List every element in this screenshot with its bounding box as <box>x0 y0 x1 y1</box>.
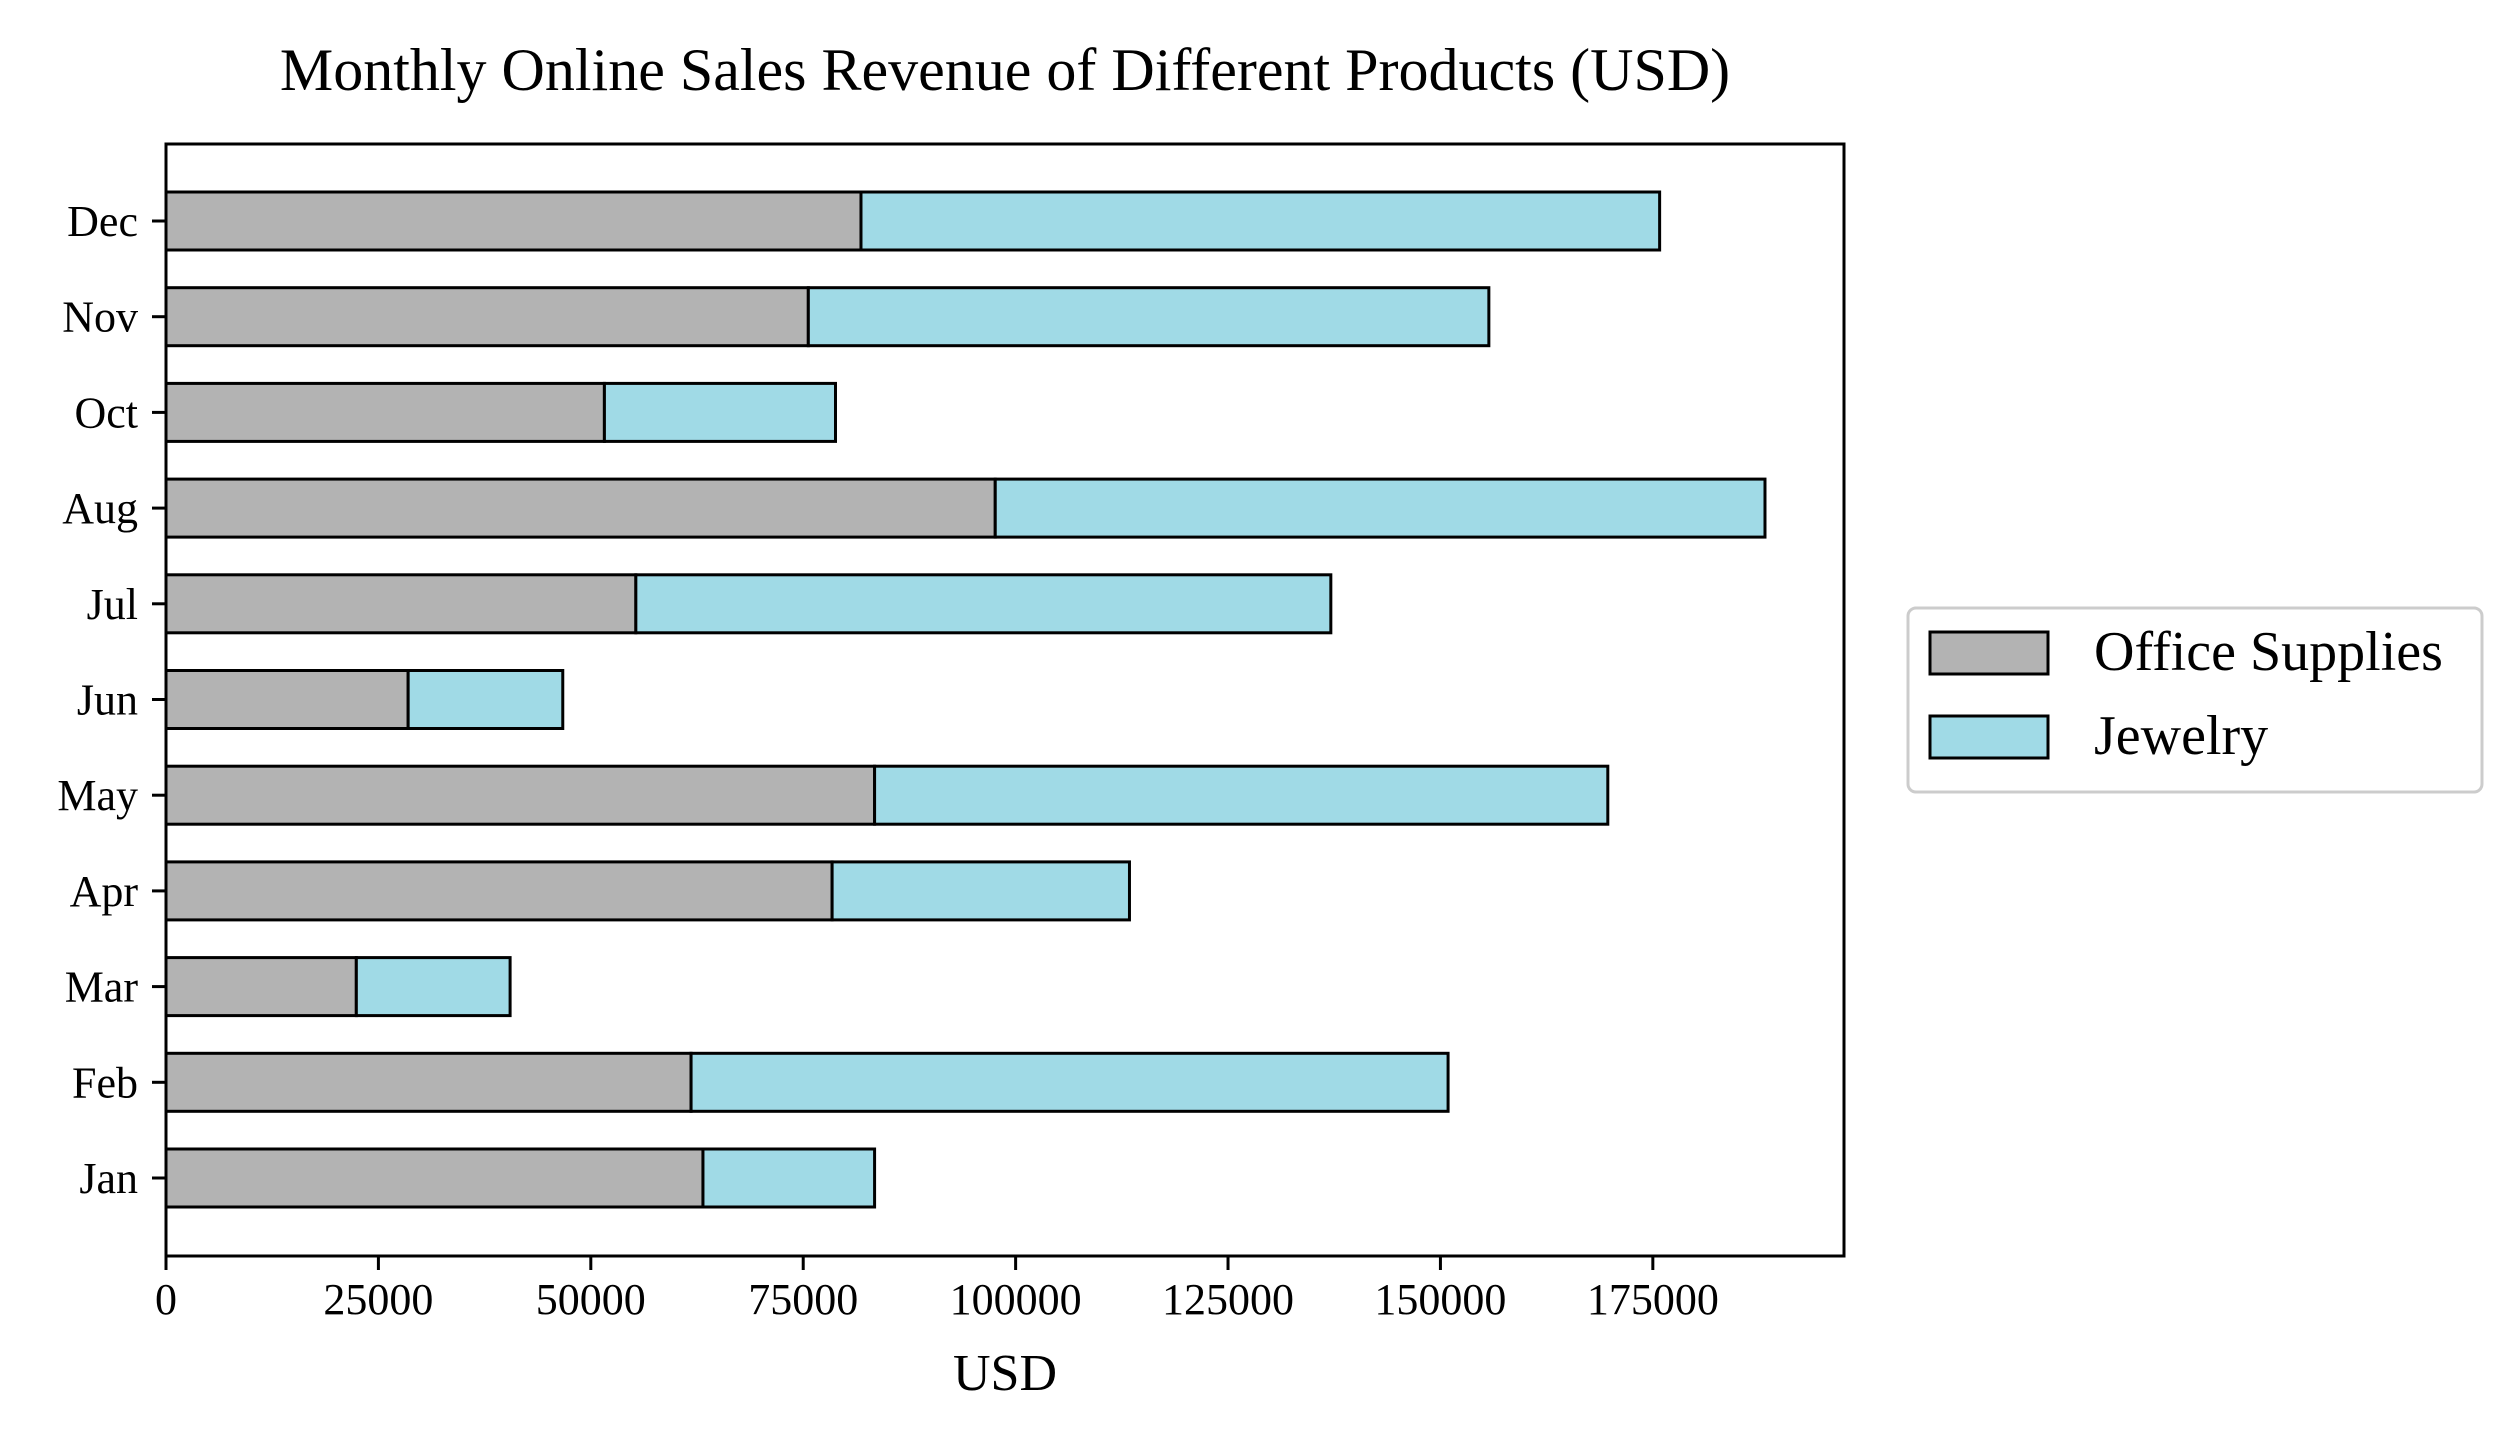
bar-office-supplies-feb <box>164 1051 693 1113</box>
y-tick-label-nov: Nov <box>62 293 138 342</box>
legend-label-office-supplies: Office Supplies <box>2094 621 2443 683</box>
bar-jewelry-aug <box>993 477 1767 539</box>
y-tick-label-mar: Mar <box>65 963 139 1012</box>
x-tick-label: 0 <box>155 1275 177 1324</box>
x-tick-label: 50000 <box>536 1275 646 1324</box>
y-tick-label-oct: Oct <box>74 388 138 437</box>
bar-office-supplies-mar <box>164 956 358 1018</box>
y-tick-label-apr: Apr <box>70 867 139 916</box>
x-tick-label: 175000 <box>1587 1275 1719 1324</box>
y-tick-label-jul: Jul <box>87 580 138 629</box>
legend-swatch-office-supplies <box>1928 630 2050 676</box>
bar-office-supplies-jan <box>164 1147 705 1209</box>
bar-office-supplies-jul <box>164 573 638 635</box>
x-tick-label: 150000 <box>1374 1275 1506 1324</box>
chart-title: Monthly Online Sales Revenue of Differen… <box>280 37 1730 103</box>
x-tick-label: 125000 <box>1162 1275 1294 1324</box>
bar-office-supplies-aug <box>164 477 997 539</box>
y-tick-label-feb: Feb <box>72 1058 138 1107</box>
bar-jewelry-jun <box>406 669 565 730</box>
y-tick-label-jan: Jan <box>79 1154 138 1203</box>
bar-jewelry-oct <box>602 381 838 443</box>
x-axis-label: USD <box>953 1345 1057 1402</box>
bar-jewelry-may <box>873 764 1610 826</box>
y-tick-label-jun: Jun <box>77 676 138 725</box>
legend-box <box>1906 606 2484 794</box>
x-axis: 0 25000 50000 75000 100000 125000 150000 175000 <box>155 1256 1719 1324</box>
x-tick-label: 100000 <box>950 1275 1082 1324</box>
bars-layer <box>164 190 1767 1209</box>
bar-office-supplies-apr <box>164 860 834 922</box>
bar-jewelry-dec <box>859 190 1662 252</box>
bar-jewelry-mar <box>354 956 512 1018</box>
bar-jewelry-nov <box>806 286 1491 348</box>
bar-jewelry-jan <box>701 1147 877 1209</box>
y-tick-label-dec: Dec <box>67 197 138 246</box>
bar-office-supplies-nov <box>164 286 810 348</box>
bar-jewelry-feb <box>689 1051 1450 1113</box>
x-tick-label: 75000 <box>748 1275 858 1324</box>
bar-office-supplies-dec <box>164 190 863 252</box>
legend-swatch-jewelry <box>1928 714 2050 760</box>
x-tick-label: 25000 <box>323 1275 433 1324</box>
y-tick-label-may: May <box>57 771 138 820</box>
bar-office-supplies-oct <box>164 381 606 443</box>
bar-jewelry-jul <box>634 573 1333 635</box>
bar-jewelry-apr <box>830 860 1131 922</box>
legend-label-jewelry: Jewelry <box>2094 705 2268 767</box>
bar-office-supplies-jun <box>164 669 410 730</box>
bar-office-supplies-may <box>164 764 877 826</box>
y-tick-label-aug: Aug <box>62 484 138 533</box>
legend: Office Supplies Jewelry <box>1906 606 2484 794</box>
y-axis: Jan Feb Mar Apr May Jun Jul Aug Oct Nov Dec <box>57 197 166 1203</box>
